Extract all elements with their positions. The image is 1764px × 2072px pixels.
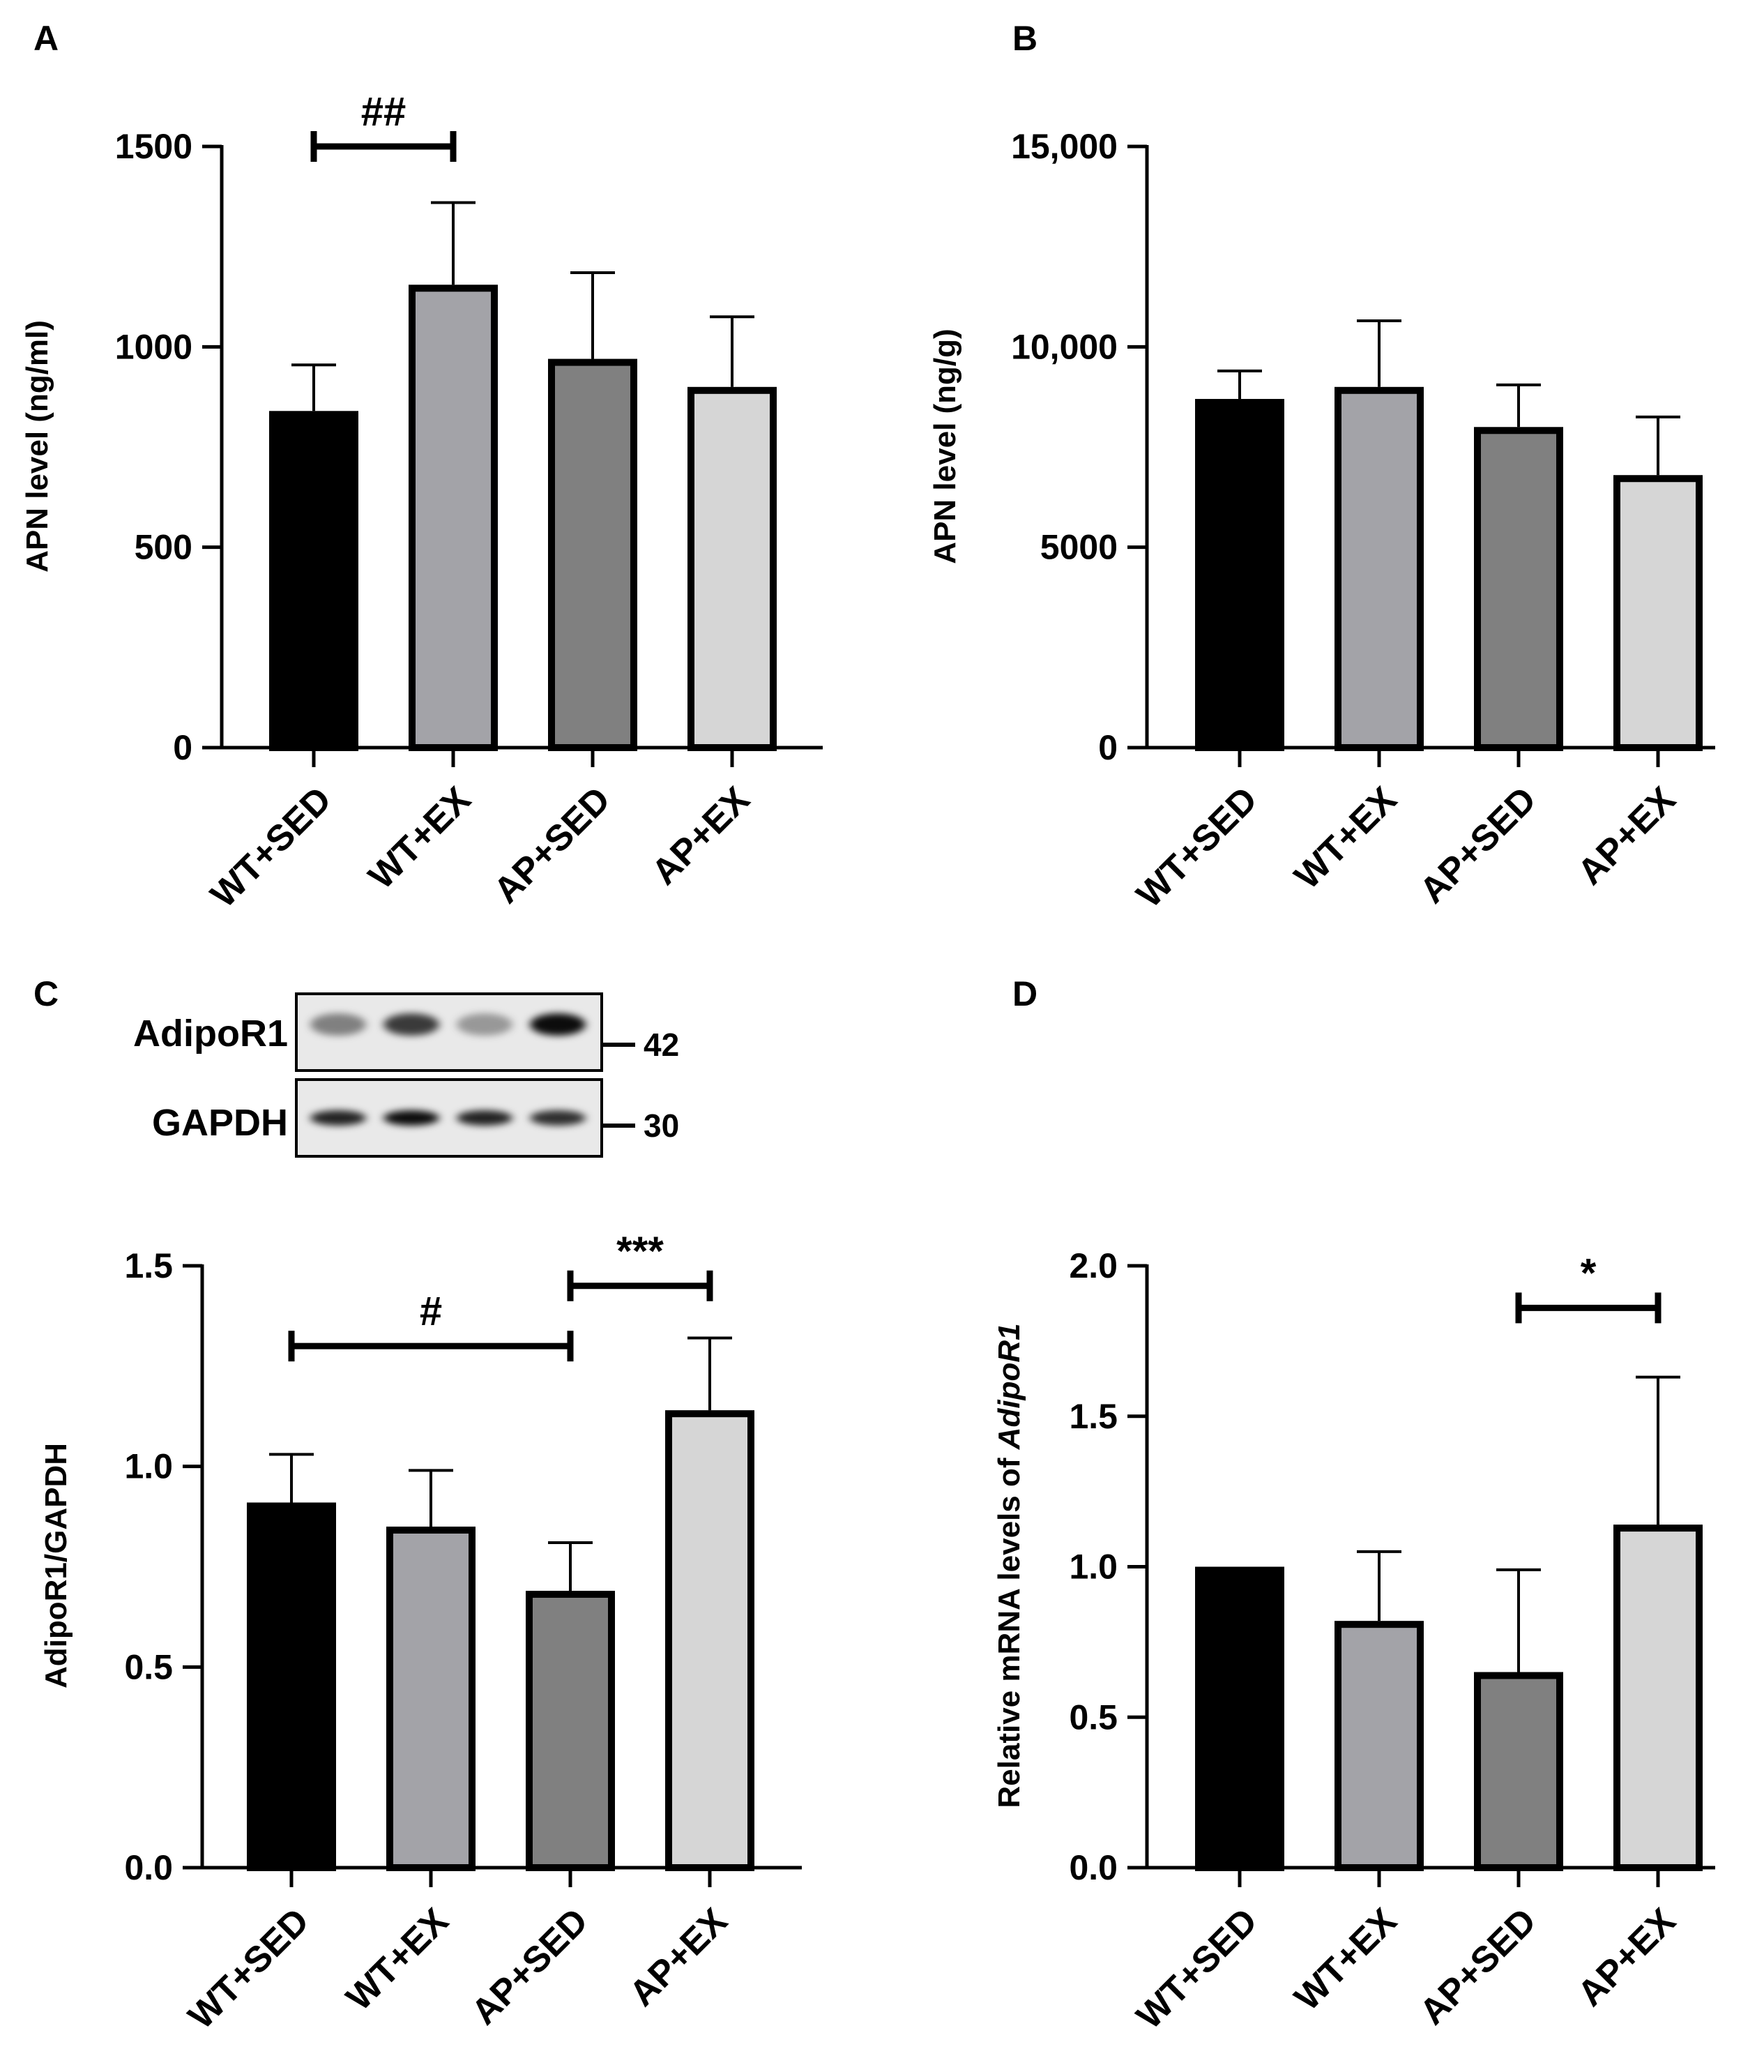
panel-letter: D xyxy=(1012,974,1037,1013)
category-label: WT+SED xyxy=(181,1900,317,2036)
y-axis-title: AdipoR1/GAPDH xyxy=(39,1443,73,1688)
y-tick-label: 0 xyxy=(1098,728,1118,767)
western-blot: AdipoR1 42 GAPDH 30 xyxy=(133,992,679,1158)
category-label: AP+SED xyxy=(1412,1900,1544,2032)
blot-band xyxy=(530,1013,586,1036)
y-tick-label: 5000 xyxy=(1040,528,1118,567)
blot-band xyxy=(383,1110,439,1126)
bar-ap-sed xyxy=(548,358,637,751)
category-label: AP+EX xyxy=(622,1900,736,2014)
category-label: AP+EX xyxy=(1570,1900,1684,2014)
mw-label: 30 xyxy=(644,1107,679,1144)
category-label: AP+SED xyxy=(486,779,618,911)
y-tick-label: 0 xyxy=(173,728,192,767)
bar-wt-sed xyxy=(247,1502,336,1872)
bar-wt-ex xyxy=(409,285,498,751)
y-tick-label: 1.5 xyxy=(124,1246,173,1285)
bar-ap-ex xyxy=(687,386,777,751)
bar-ap-ex xyxy=(1613,475,1703,752)
category-label: AP+EX xyxy=(644,779,758,893)
blot-band xyxy=(383,1013,439,1036)
y-axis-title-gene: AdipoR1 xyxy=(992,1323,1026,1450)
panel-d: D WT+SED WT+EX AP+SED AP+EX 0.0 0.5 1.0 1.5 2.0 Re… xyxy=(992,974,1715,2037)
blot-band xyxy=(310,1110,366,1126)
y-tick-label: 1500 xyxy=(115,127,192,166)
significance-label: # xyxy=(420,1289,442,1334)
category-label: AP+EX xyxy=(1570,779,1684,893)
blot-band xyxy=(457,1110,512,1126)
mw-label: 42 xyxy=(644,1027,679,1063)
category-label: WT+EX xyxy=(1287,779,1405,897)
bar-wt-ex xyxy=(1335,386,1424,751)
y-tick-label: 1000 xyxy=(115,327,192,366)
category-label: WT+EX xyxy=(361,779,479,897)
panel-letter: C xyxy=(33,974,59,1013)
category-label: WT+SED xyxy=(1129,779,1265,915)
y-axis-title-text: Relative mRNA levels of xyxy=(992,1449,1026,1808)
bar-ap-ex xyxy=(1613,1525,1703,1872)
category-label: AP+SED xyxy=(1412,779,1544,911)
blot-band xyxy=(310,1013,366,1036)
blot-row-label: GAPDH xyxy=(152,1102,288,1144)
category-label: WT+SED xyxy=(203,779,339,915)
significance-label: *** xyxy=(616,1229,664,1274)
bar-ap-sed xyxy=(1474,427,1563,751)
y-tick-label: 0.0 xyxy=(1069,1848,1118,1887)
panel-b: B WT+SED WT+EX AP+SED AP+EX 0 5000 10,000 15,000… xyxy=(928,19,1715,916)
bar-wt-ex xyxy=(386,1526,476,1871)
panel-a: A WT+SED WT+EX AP+SED AP+EX 0 500 1000 1500 APN l… xyxy=(20,19,823,916)
significance-label: * xyxy=(1581,1250,1597,1296)
category-label: WT+EX xyxy=(1287,1900,1405,2018)
blot-band xyxy=(457,1013,512,1036)
significance-label: ## xyxy=(361,89,406,135)
blot-band xyxy=(530,1110,586,1126)
bar-ap-ex xyxy=(665,1410,754,1871)
bar-ap-sed xyxy=(1474,1672,1563,1871)
y-tick-label: 15,000 xyxy=(1011,127,1118,166)
y-axis-title: APN level (ng/g) xyxy=(928,328,962,564)
bar-wt-sed xyxy=(269,411,358,752)
category-label: WT+SED xyxy=(1129,1900,1265,2036)
category-label: AP+SED xyxy=(464,1900,595,2032)
panel-letter: B xyxy=(1012,19,1037,58)
y-tick-label: 0.5 xyxy=(1069,1697,1118,1737)
y-tick-label: 10,000 xyxy=(1011,327,1118,366)
y-tick-label: 0.0 xyxy=(124,1848,173,1887)
y-tick-label: 1.0 xyxy=(1069,1548,1118,1587)
blot-row-label: AdipoR1 xyxy=(133,1013,288,1054)
y-axis-title: APN level (ng/ml) xyxy=(20,320,54,573)
y-tick-label: 1.5 xyxy=(1069,1397,1118,1436)
y-tick-label: 500 xyxy=(135,528,192,567)
y-tick-label: 2.0 xyxy=(1069,1246,1118,1285)
y-axis-title: Relative mRNA levels of AdipoR1 xyxy=(992,1323,1026,1808)
panel-letter: A xyxy=(33,19,59,58)
y-tick-label: 0.5 xyxy=(124,1647,173,1686)
bar-ap-sed xyxy=(526,1591,615,1872)
category-label: WT+EX xyxy=(339,1900,457,2018)
bar-wt-ex xyxy=(1335,1621,1424,1871)
bar-wt-sed xyxy=(1195,399,1284,751)
y-tick-label: 1.0 xyxy=(124,1447,173,1486)
bar-wt-sed xyxy=(1195,1566,1284,1871)
